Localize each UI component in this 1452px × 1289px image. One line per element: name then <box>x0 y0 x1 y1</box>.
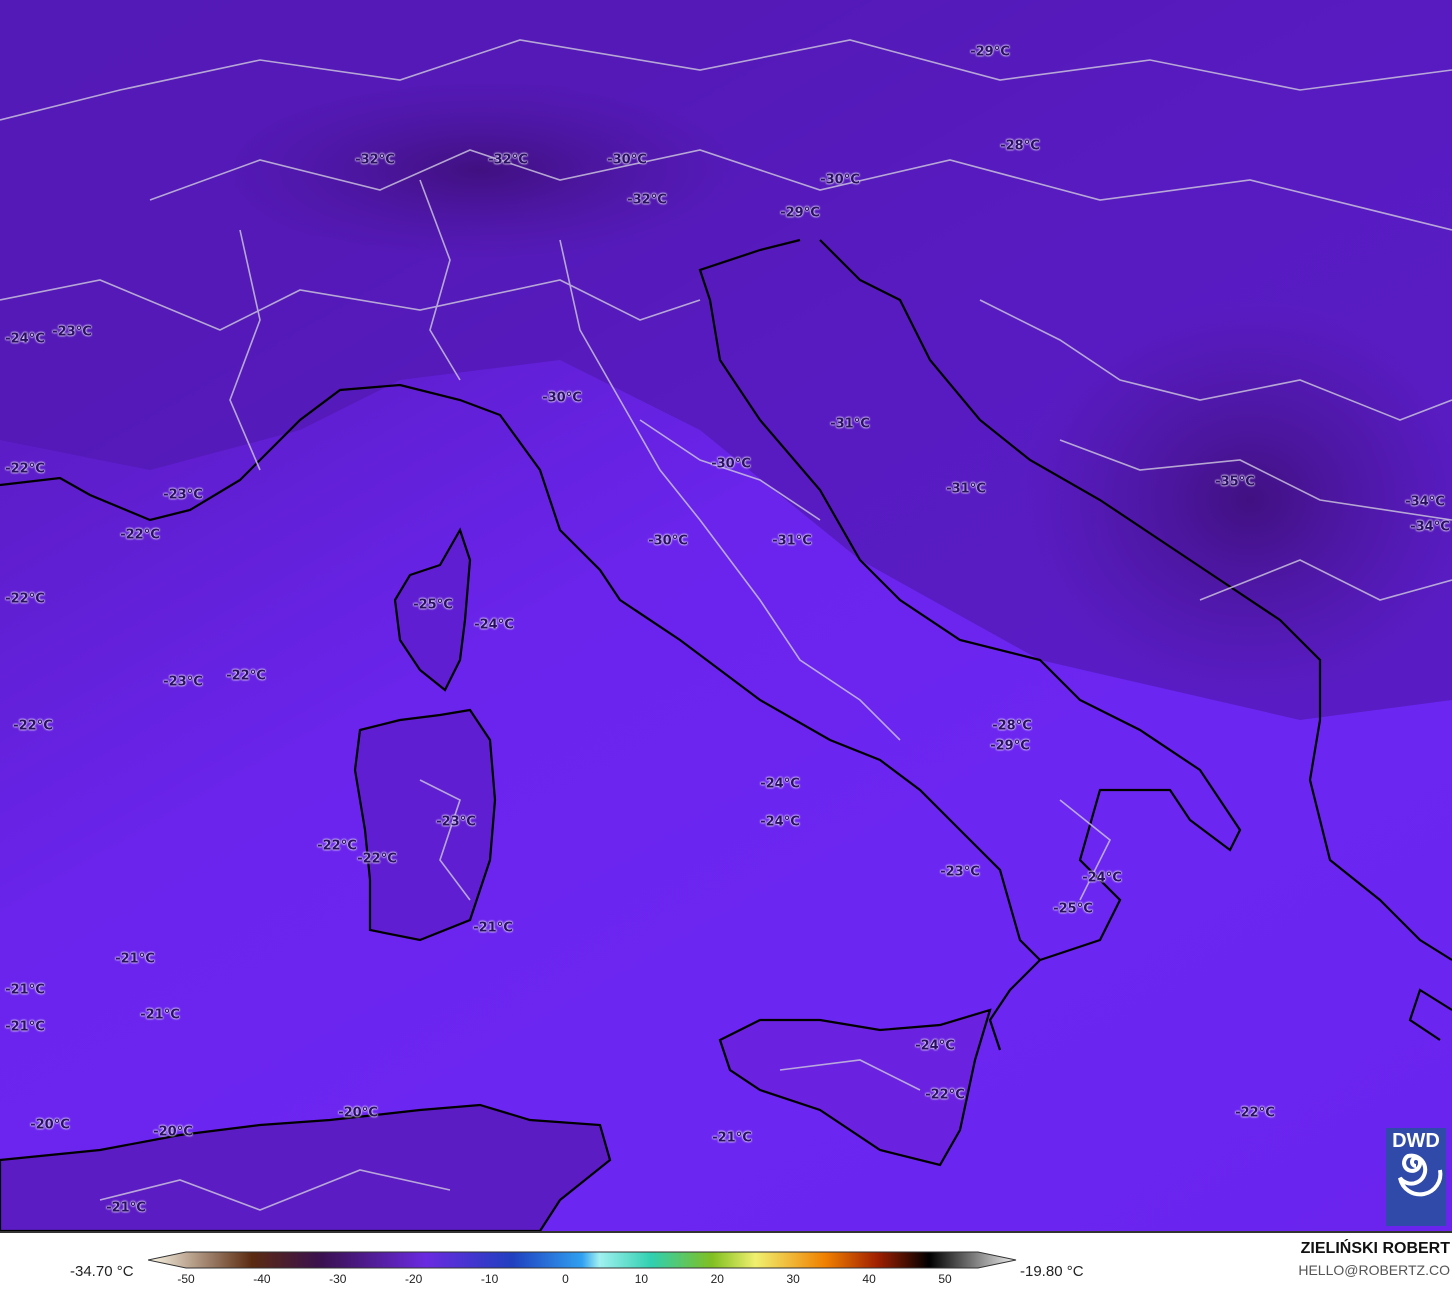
temperature-label: -31°C <box>830 416 870 432</box>
temperature-label: -24°C <box>1082 870 1122 886</box>
temperature-label: -30°C <box>820 172 860 188</box>
cold-core-alps <box>220 80 740 260</box>
colorbar-tick: 40 <box>862 1272 876 1286</box>
temperature-label: -21°C <box>5 982 45 998</box>
temperature-label: -30°C <box>648 533 688 549</box>
temperature-label: -34°C <box>1405 494 1445 510</box>
min-value: -34.70 °C <box>70 1263 134 1280</box>
colorbar-tick: -50 <box>177 1272 195 1286</box>
coastline-adriatic-east <box>819 239 1452 961</box>
temperature-label: -25°C <box>1053 901 1093 917</box>
temperature-label: -30°C <box>711 456 751 472</box>
temperature-label: -30°C <box>542 390 582 406</box>
temperature-label: -23°C <box>940 864 980 880</box>
dwd-logo: DWD <box>1386 1128 1446 1226</box>
temperature-label: -20°C <box>338 1105 378 1121</box>
temperature-label: -28°C <box>992 718 1032 734</box>
temperature-label: -32°C <box>355 152 395 168</box>
temperature-label: -35°C <box>1215 474 1255 490</box>
temperature-label: -22°C <box>5 461 45 477</box>
temperature-label: -32°C <box>627 192 667 208</box>
colorbar-tick: -20 <box>405 1272 423 1286</box>
temperature-label: -21°C <box>115 951 155 967</box>
dwd-swirl-icon <box>1398 1153 1443 1197</box>
temperature-label: -29°C <box>970 44 1010 60</box>
colorbar-tick: 30 <box>786 1272 800 1286</box>
max-value: -19.80 °C <box>1020 1263 1084 1280</box>
temperature-label: -22°C <box>5 591 45 607</box>
temperature-label: -22°C <box>13 718 53 734</box>
temperature-label: -20°C <box>153 1124 193 1140</box>
author-credit: ZIELIŃSKI ROBERT <box>1300 1240 1450 1257</box>
author-email: HELLO@ROBERTZ.CO <box>1298 1262 1450 1278</box>
cold-core-balkans <box>1020 300 1452 700</box>
temperature-label: -31°C <box>946 481 986 497</box>
temperature-label: -29°C <box>780 205 820 221</box>
temperature-label: -21°C <box>106 1200 146 1216</box>
colorbar-tick: 50 <box>938 1272 952 1286</box>
coastline-north-africa <box>0 1103 612 1231</box>
temperature-label: -21°C <box>140 1007 180 1023</box>
temperature-label: -22°C <box>226 668 266 684</box>
temperature-label: -21°C <box>473 920 513 936</box>
temperature-label: -24°C <box>760 776 800 792</box>
admin-borders <box>0 39 1452 1211</box>
colorbar-tick: -30 <box>329 1272 347 1286</box>
colorbar-tick: 0 <box>562 1272 569 1286</box>
temperature-label: -24°C <box>5 331 45 347</box>
coastline-italy <box>0 238 1242 962</box>
coastline-sicily <box>718 1008 992 1167</box>
colorbar <box>148 1251 1017 1269</box>
colorbar-tick: -10 <box>480 1272 499 1286</box>
temperature-label: -20°C <box>30 1117 70 1133</box>
temperature-label: -21°C <box>712 1130 752 1146</box>
temperature-label: -22°C <box>925 1087 965 1103</box>
temperature-label: -28°C <box>1000 138 1040 154</box>
temperature-label: -30°C <box>607 152 647 168</box>
dwd-logo-text: DWD <box>1392 1130 1440 1152</box>
temperature-label: -34°C <box>1410 519 1450 535</box>
colorbar-tick: 20 <box>710 1272 724 1286</box>
coastline-sardinia <box>353 708 497 942</box>
temperature-label: -24°C <box>474 617 514 633</box>
temperature-label: -23°C <box>436 814 476 830</box>
map-shapes <box>0 0 1452 1231</box>
temperature-label: -22°C <box>120 527 160 543</box>
temperature-label: -24°C <box>915 1038 955 1054</box>
temperature-label: -32°C <box>488 152 528 168</box>
temperature-label: -31°C <box>772 533 812 549</box>
colorbar-tick: 10 <box>634 1272 649 1286</box>
temperature-label: -22°C <box>357 851 397 867</box>
coastline-greece <box>1408 988 1452 1041</box>
coastline-calabria <box>988 959 1041 1051</box>
temperature-label: -23°C <box>163 674 203 690</box>
coastline-corsica <box>393 527 472 692</box>
temperature-label: -24°C <box>760 814 800 830</box>
colorbar-tick: -40 <box>253 1272 271 1286</box>
temperature-label: -29°C <box>990 738 1030 754</box>
temperature-label: -23°C <box>163 487 203 503</box>
temperature-label: -23°C <box>52 324 92 340</box>
temperature-label: -25°C <box>413 597 453 613</box>
temperature-label: -22°C <box>1235 1105 1275 1121</box>
temperature-map: -29°C -32°C -32°C -30°C -32°C -28°C -30°C -29°C… <box>0 0 1452 1231</box>
temperature-label: -21°C <box>5 1019 45 1035</box>
temperature-label: -22°C <box>317 838 357 854</box>
